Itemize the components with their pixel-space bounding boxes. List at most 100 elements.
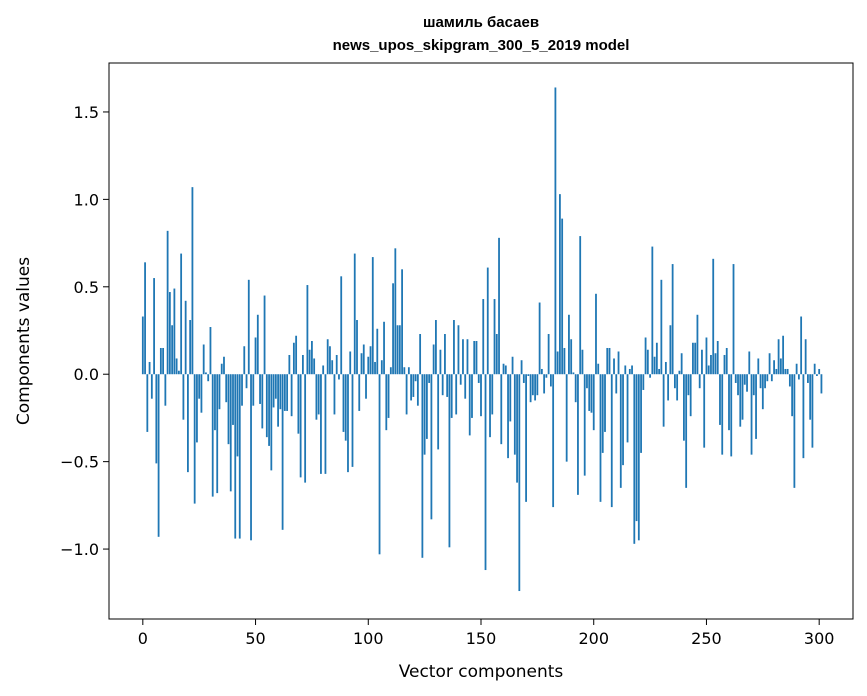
bar-67 xyxy=(292,342,295,375)
bar-272 xyxy=(755,374,757,439)
bar-138 xyxy=(453,320,455,375)
bar-284 xyxy=(782,335,785,375)
bar-series xyxy=(141,87,823,592)
bar-260 xyxy=(728,374,730,431)
bar-169 xyxy=(522,374,525,383)
bar-300 xyxy=(818,368,821,375)
bar-92 xyxy=(349,351,352,375)
bar-41 xyxy=(234,374,237,539)
bar-254 xyxy=(714,353,717,375)
x-tick-label: 50 xyxy=(245,629,265,648)
bar-290 xyxy=(795,363,798,375)
bar-14 xyxy=(173,288,176,375)
bar-4 xyxy=(150,374,153,399)
bar-28 xyxy=(205,372,207,375)
bar-21 xyxy=(189,320,192,375)
bar-189 xyxy=(568,314,570,375)
bar-112 xyxy=(394,248,397,375)
bar-164 xyxy=(511,356,514,375)
bar-151 xyxy=(482,299,485,375)
bar-62 xyxy=(281,374,284,530)
bar-219 xyxy=(635,374,638,522)
bar-185 xyxy=(559,194,561,375)
bar-204 xyxy=(601,374,604,453)
bar-286 xyxy=(786,368,789,375)
bar-75 xyxy=(311,341,313,375)
bar-251 xyxy=(707,365,710,375)
bar-19 xyxy=(184,300,187,375)
bar-198 xyxy=(588,374,591,411)
bar-84 xyxy=(331,360,334,375)
bar-130 xyxy=(435,320,437,375)
bar-11 xyxy=(166,230,169,375)
bar-171 xyxy=(527,374,530,376)
bar-274 xyxy=(759,374,762,389)
bar-123 xyxy=(419,334,422,375)
bar-40 xyxy=(232,374,234,425)
bar-248 xyxy=(701,349,703,375)
bar-214 xyxy=(624,365,627,375)
bar-52 xyxy=(259,374,261,404)
bar-114 xyxy=(398,325,401,375)
bar-109 xyxy=(387,374,390,418)
bar-128 xyxy=(430,374,433,520)
bar-188 xyxy=(565,374,568,462)
bar-30 xyxy=(209,327,212,375)
bar-59 xyxy=(274,374,277,399)
y-axis-label: Components values xyxy=(14,257,34,425)
bar-144 xyxy=(466,339,469,375)
bar-161 xyxy=(504,365,507,375)
x-tick-label: 300 xyxy=(804,629,835,648)
bar-233 xyxy=(667,374,670,401)
bar-70 xyxy=(299,374,302,478)
bar-85 xyxy=(333,374,336,415)
bar-73 xyxy=(306,285,309,375)
bar-7 xyxy=(157,374,160,537)
bar-163 xyxy=(509,374,512,422)
bar-207 xyxy=(608,347,611,375)
bar-199 xyxy=(590,374,593,413)
bar-141 xyxy=(459,374,462,385)
bar-239 xyxy=(680,353,683,375)
bar-241 xyxy=(685,374,688,488)
bar-242 xyxy=(687,374,690,396)
bar-16 xyxy=(177,370,180,375)
bar-150 xyxy=(480,374,482,417)
bar-167 xyxy=(518,374,521,592)
bar-203 xyxy=(599,374,602,502)
bar-61 xyxy=(279,374,282,410)
bar-26 xyxy=(200,374,203,413)
bar-247 xyxy=(698,374,701,389)
bar-79 xyxy=(320,374,322,474)
bar-90 xyxy=(344,374,347,441)
bar-2 xyxy=(146,374,149,432)
bar-263 xyxy=(734,374,737,383)
bar-285 xyxy=(784,368,787,375)
bar-208 xyxy=(610,374,613,508)
bar-83 xyxy=(329,346,331,375)
bar-156 xyxy=(493,299,496,375)
bar-118 xyxy=(407,367,410,375)
bar-95 xyxy=(356,320,358,375)
bar-149 xyxy=(477,374,480,383)
bar-47 xyxy=(247,279,250,375)
bar-179 xyxy=(545,374,548,378)
bar-301 xyxy=(820,374,823,394)
bar-216 xyxy=(628,368,631,375)
bar-267 xyxy=(743,374,746,385)
bar-231 xyxy=(662,374,665,427)
bar-253 xyxy=(712,258,715,375)
bar-32 xyxy=(214,374,216,431)
bar-218 xyxy=(633,374,636,544)
bar-291 xyxy=(797,374,800,380)
bar-23 xyxy=(193,374,196,504)
bar-281 xyxy=(775,368,778,375)
bar-236 xyxy=(673,374,676,389)
bar-37 xyxy=(225,374,228,403)
chart-title-line1: шамиль басаев xyxy=(423,14,539,31)
bar-235 xyxy=(671,264,674,375)
bar-152 xyxy=(484,374,487,571)
bar-120 xyxy=(412,374,415,397)
bar-172 xyxy=(529,374,532,403)
bar-273 xyxy=(757,358,760,375)
